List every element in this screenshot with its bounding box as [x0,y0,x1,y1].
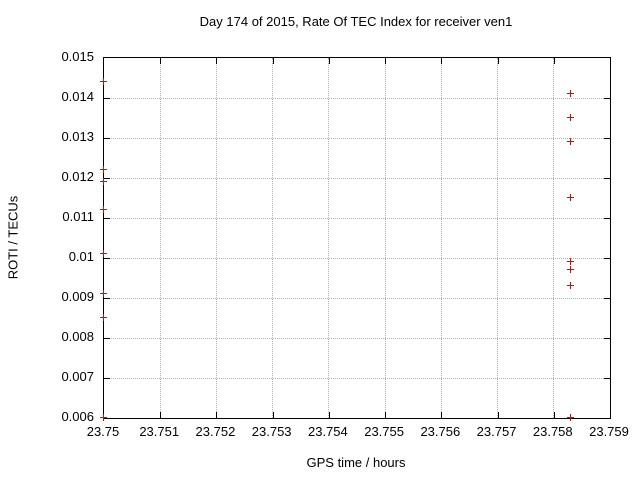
data-point [100,314,107,321]
axis-tick-left [104,218,110,219]
axis-tick-right [604,178,610,179]
axis-tick-left [104,298,110,299]
data-point [566,90,574,97]
data-point [566,258,574,265]
axis-tick-bottom [216,412,218,418]
x-tick-label: 23.753 [251,424,292,439]
axis-tick-left [104,98,110,99]
gridline-vertical [497,58,499,418]
gridline-vertical [215,58,217,418]
axis-tick-top [385,58,387,64]
data-point [100,414,107,421]
gridline-vertical [328,58,330,418]
axis-tick-top [497,58,499,64]
x-tick-label: 23.751 [139,424,180,439]
data-point [566,414,574,421]
axis-tick-right [604,138,610,139]
axis-tick-bottom [553,412,555,418]
data-point [100,166,107,173]
axis-tick-top [160,58,162,64]
y-tick-label: 0.014 [61,89,94,104]
gridline-vertical [159,58,161,418]
y-tick-label: 0.01 [68,249,94,264]
data-point [100,290,107,297]
axis-tick-bottom [497,412,499,418]
gridline-horizontal [104,97,610,99]
axis-tick-right [604,218,610,219]
data-point [100,178,107,185]
gridline-vertical [440,58,442,418]
axis-tick-top [272,58,274,64]
axis-tick-top [328,58,330,64]
axis-tick-bottom [328,412,330,418]
axis-tick-bottom [441,412,443,418]
y-tick-label: 0.013 [61,129,94,144]
data-point [566,114,574,121]
axis-tick-top [441,58,443,64]
axis-tick-right [604,258,610,259]
gridline-horizontal [104,337,610,339]
gridline-horizontal [104,257,610,259]
chart-title: Day 174 of 2015, Rate Of TEC Index for r… [199,14,513,29]
axis-tick-left [104,338,110,339]
axis-tick-top [216,58,218,64]
x-tick-label: 23.757 [476,424,517,439]
y-tick-label: 0.008 [61,329,94,344]
data-point [566,282,574,289]
x-tick-label: 23.75 [86,424,120,439]
y-tick-label: 0.009 [61,289,94,304]
data-point [566,138,574,145]
data-point [566,266,574,273]
x-tick-label: 23.756 [420,424,461,439]
axis-tick-bottom [385,412,387,418]
y-tick-label: 0.012 [61,169,94,184]
gridline-vertical [384,58,386,418]
gridline-horizontal [104,217,610,219]
axis-tick-right [604,298,610,299]
axis-tick-left [104,138,110,139]
data-point [100,250,107,257]
plot-area [103,57,611,419]
x-tick-label: 23.754 [307,424,348,439]
axis-tick-left [104,258,110,259]
gridline-horizontal [104,177,610,179]
y-axis-label: ROTI / TECUs [5,195,21,280]
axis-tick-right [604,338,610,339]
axis-tick-right [604,378,610,379]
gridline-horizontal [104,297,610,299]
y-tick-label: 0.006 [61,409,94,424]
x-tick-label: 23.758 [532,424,573,439]
axis-tick-bottom [272,412,274,418]
axis-tick-top [553,58,555,64]
axis-tick-left [104,378,110,379]
gridline-horizontal [104,137,610,139]
gridline-horizontal [104,377,610,379]
x-tick-label: 23.755 [364,424,404,439]
x-tick-label: 23.759 [589,424,629,439]
axis-tick-right [604,98,610,99]
x-axis-label: GPS time / hours [306,455,406,470]
axis-tick-left [104,178,110,179]
y-tick-label: 0.007 [61,369,94,384]
y-tick-label: 0.015 [61,49,94,64]
gridline-vertical [553,58,555,418]
axis-tick-bottom [160,412,162,418]
gridline-vertical [272,58,274,418]
data-point [100,78,107,85]
x-tick-label: 23.752 [195,424,236,439]
data-point [100,206,107,213]
data-point [566,194,574,201]
y-tick-label: 0.011 [62,209,94,224]
